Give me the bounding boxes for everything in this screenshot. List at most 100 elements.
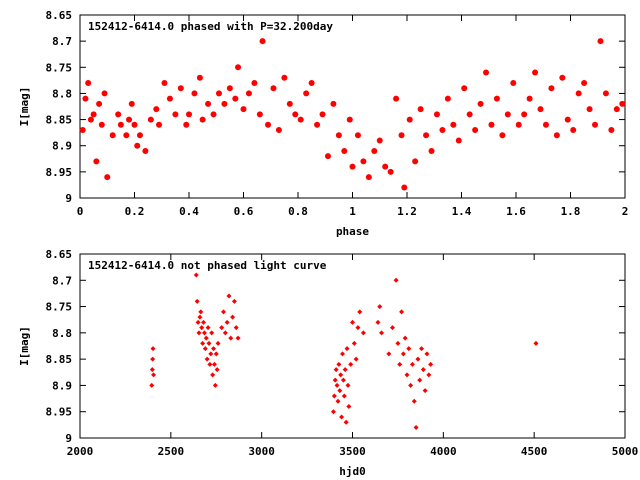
data-point-phased xyxy=(376,137,383,144)
data-point-light-curve xyxy=(201,319,207,325)
data-point-phased xyxy=(153,106,160,113)
data-point-phased xyxy=(136,132,143,139)
data-point-light-curve xyxy=(346,403,352,409)
data-point-phased xyxy=(109,132,116,139)
data-point-phased xyxy=(142,147,149,154)
data-point-light-curve xyxy=(196,330,202,336)
data-point-phased xyxy=(477,100,484,107)
data-point-phased xyxy=(117,121,124,128)
data-point-light-curve xyxy=(342,367,348,373)
data-point-phased xyxy=(444,95,451,102)
data-point-phased xyxy=(354,132,361,139)
x-tick-label-phased: 2 xyxy=(622,205,629,218)
data-point-phased xyxy=(96,100,103,107)
x-tick-label-phased: 1.4 xyxy=(452,205,472,218)
data-point-phased xyxy=(215,90,222,97)
data-point-phased xyxy=(387,168,394,175)
data-point-phased xyxy=(592,121,599,128)
data-point-phased xyxy=(466,111,473,118)
data-point-phased xyxy=(134,142,141,149)
data-point-light-curve xyxy=(400,351,406,357)
data-point-light-curve xyxy=(233,325,239,331)
data-point-light-curve xyxy=(197,314,203,320)
data-point-light-curve xyxy=(222,330,228,336)
data-point-phased xyxy=(240,106,247,113)
data-point-phased xyxy=(433,111,440,118)
data-point-phased xyxy=(553,132,560,139)
data-point-phased xyxy=(251,79,258,86)
data-point-light-curve xyxy=(399,309,405,315)
data-point-light-curve xyxy=(360,330,366,336)
data-point-phased xyxy=(191,90,198,97)
data-point-phased xyxy=(128,100,135,107)
data-point-phased xyxy=(115,111,122,118)
data-point-light-curve xyxy=(420,367,426,373)
x-tick-label-light-curve: 2500 xyxy=(158,445,185,458)
y-tick-label-light-curve: 8.65 xyxy=(46,248,73,261)
data-point-light-curve xyxy=(214,367,220,373)
data-point-phased xyxy=(335,132,342,139)
data-point-light-curve xyxy=(333,367,339,373)
data-point-light-curve xyxy=(210,372,216,378)
data-point-light-curve xyxy=(424,351,430,357)
data-point-light-curve xyxy=(200,340,206,346)
y-tick-label-phased: 8.75 xyxy=(46,61,73,74)
data-point-light-curve xyxy=(213,351,219,357)
data-point-phased xyxy=(423,132,430,139)
data-point-light-curve xyxy=(209,330,215,336)
data-point-light-curve xyxy=(393,277,399,283)
data-point-light-curve xyxy=(397,361,403,367)
data-point-light-curve xyxy=(219,325,225,331)
data-point-phased xyxy=(341,147,348,154)
data-point-light-curve xyxy=(332,377,338,383)
data-point-light-curve xyxy=(205,325,211,331)
x-tick-label-phased: 0.2 xyxy=(125,205,145,218)
data-point-light-curve xyxy=(149,382,155,388)
data-point-phased xyxy=(101,90,108,97)
data-point-phased xyxy=(82,95,89,102)
data-point-phased xyxy=(575,90,582,97)
data-point-light-curve xyxy=(193,272,199,278)
data-point-phased xyxy=(265,121,272,128)
data-point-phased xyxy=(597,38,604,45)
data-point-phased xyxy=(93,158,100,165)
data-point-phased xyxy=(515,121,522,128)
data-point-light-curve xyxy=(335,398,341,404)
data-point-phased xyxy=(398,132,405,139)
data-point-light-curve xyxy=(149,367,155,373)
data-point-light-curve xyxy=(202,346,208,352)
data-point-phased xyxy=(186,111,192,118)
data-point-light-curve xyxy=(350,319,355,325)
data-point-phased xyxy=(221,100,228,107)
data-point-light-curve xyxy=(408,382,414,388)
data-point-light-curve xyxy=(409,361,415,367)
data-point-light-curve xyxy=(336,361,342,367)
data-point-light-curve xyxy=(406,346,412,352)
data-point-phased xyxy=(85,79,92,86)
data-point-phased xyxy=(537,106,544,113)
data-point-phased xyxy=(393,95,400,102)
data-point-phased xyxy=(166,95,173,102)
data-point-light-curve xyxy=(343,419,349,425)
data-point-light-curve xyxy=(195,319,201,325)
data-point-phased xyxy=(504,111,511,118)
data-point-light-curve xyxy=(345,382,351,388)
data-point-light-curve xyxy=(348,361,354,367)
x-tick-label-phased: 1 xyxy=(349,205,356,218)
data-point-light-curve xyxy=(377,304,383,310)
data-point-phased xyxy=(349,163,356,170)
data-point-light-curve xyxy=(428,361,434,367)
data-point-phased xyxy=(161,79,168,86)
data-point-light-curve xyxy=(389,325,395,331)
data-point-phased xyxy=(521,111,528,118)
data-point-light-curve xyxy=(353,356,359,362)
y-tick-label-light-curve: 8.85 xyxy=(46,353,73,366)
data-points-light-curve xyxy=(149,272,539,430)
data-point-phased xyxy=(371,147,378,154)
data-point-light-curve xyxy=(395,340,401,346)
data-point-phased xyxy=(172,111,179,118)
data-point-phased xyxy=(548,85,555,92)
data-point-phased xyxy=(324,153,331,160)
data-point-phased xyxy=(488,121,495,128)
data-point-phased xyxy=(483,69,490,76)
